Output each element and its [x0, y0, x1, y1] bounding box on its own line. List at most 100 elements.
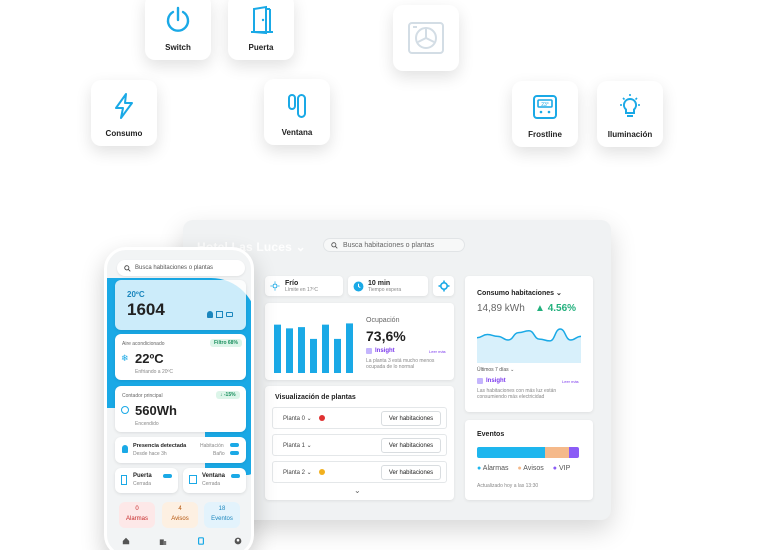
phone-app: Busca habitaciones o plantas 20ºC 1604 A… [104, 247, 254, 550]
legend-avisos: ● Avisos [517, 465, 543, 472]
counter-eventos[interactable]: 18 Eventos [204, 502, 240, 528]
ac-icon [226, 312, 233, 317]
person-icon [122, 445, 128, 453]
consumption-note: Las habitaciones con más luz están consu… [477, 388, 557, 400]
plants-card: Visualización de plantas Planta 0 ⌄ Ver h… [265, 386, 454, 500]
view-rooms-button[interactable]: Ver habitaciones [381, 465, 441, 480]
status-wait[interactable]: 10 min Tiempo espera [348, 276, 428, 296]
presence-card[interactable]: Presencia detectada Desde hace 3h Habita… [115, 437, 246, 463]
tile-switch[interactable]: Switch [145, 0, 211, 60]
read-more-link[interactable]: Leer más [429, 349, 446, 354]
plant-name[interactable]: Planta 0 ⌄ [283, 416, 312, 422]
insight-tag[interactable]: Insight [477, 378, 506, 384]
counter-label: Alarmas [125, 516, 148, 522]
ac-sub: Enfriando a 20ºC [135, 369, 173, 375]
counter-label: Avisos [171, 516, 189, 522]
legend-label: Alarmas [482, 465, 509, 472]
thermostat-icon: 23° [528, 90, 562, 124]
range-label: Últimos 7 días [477, 367, 509, 373]
status-title: Frío [285, 279, 299, 287]
alarm-icon [319, 415, 325, 421]
occupancy-bar [310, 338, 317, 373]
room-temp: 20ºC [127, 290, 145, 299]
arrow-up-icon: ▲ [535, 303, 545, 314]
occupancy-label: Ocupación [366, 317, 400, 324]
occupancy-bar [298, 327, 305, 373]
tile-consumo[interactable]: Consumo [91, 80, 157, 146]
door-sub: Cerrada [133, 481, 152, 487]
insight-tag[interactable]: Insight [366, 348, 395, 354]
power-icon [161, 3, 195, 37]
building-icon[interactable] [159, 537, 167, 545]
phone-search-input[interactable]: Busca habitaciones o plantas [117, 260, 245, 276]
tile-label: Switch [165, 42, 191, 52]
counter-avisos[interactable]: 4 Avisos [162, 502, 198, 528]
home-icon[interactable] [122, 537, 130, 545]
door-card[interactable]: Puerta Cerrada [115, 468, 178, 493]
insight-icon [366, 348, 372, 354]
presence-indicator [230, 443, 239, 447]
delta-value: 4.56% [547, 303, 577, 314]
status-title: 10 min [368, 279, 391, 287]
tile-iluminacion[interactable]: Iluminación [597, 81, 663, 147]
presence-sub: Desde hace 3h [133, 451, 167, 457]
window-toggle[interactable] [231, 474, 240, 478]
status-cold[interactable]: Frío Límite en 17ºC [265, 276, 343, 296]
chevron-down-icon: ⌄ [510, 367, 515, 373]
counter-value: 18 [218, 506, 226, 512]
counter-value: 0 [135, 506, 139, 512]
expand-chevron-icon[interactable]: ⌄ [354, 486, 361, 495]
events-card: Eventos ● Alarmas ● Avisos ● VIP Actuali… [465, 420, 593, 500]
tile-puerta[interactable]: Puerta [228, 0, 294, 60]
filter-badge: Filtro 68% [210, 339, 242, 347]
events-bar [477, 447, 579, 458]
search-placeholder: Busca habitaciones o plantas [135, 265, 214, 271]
tile-frostline[interactable]: 23° Frostline [512, 81, 578, 147]
settings-button[interactable] [433, 276, 454, 296]
events-segment [477, 447, 546, 458]
tile-label: Puerta [248, 42, 274, 52]
tile-label: Ventana [281, 127, 313, 137]
consumption-area [477, 328, 581, 363]
range-select[interactable]: Últimos 7 días ⌄ [477, 367, 514, 373]
meter-card[interactable]: Contador principal ↓ -15% 560Wh Encendid… [115, 386, 246, 432]
search-icon [124, 264, 131, 272]
window-sub: Cerrada [202, 481, 221, 487]
consumption-line [477, 328, 581, 342]
window-title: Ventana [202, 473, 226, 479]
presence-title: Presencia detectada [133, 443, 187, 449]
occupancy-value: 73,6% [366, 328, 406, 344]
insight-label: Insight [486, 378, 506, 384]
sun-icon [265, 281, 285, 291]
events-title: Eventos [477, 431, 505, 438]
tile-ventana[interactable]: Ventana [264, 79, 330, 145]
legend-label: Avisos [523, 465, 544, 472]
plant-name[interactable]: Planta 2 ⌄ [283, 470, 312, 476]
search-placeholder: Busca habitaciones o plantas [343, 241, 435, 249]
events-legend: ● Alarmas ● Avisos ● VIP [477, 465, 570, 472]
search-input[interactable]: Busca habitaciones o plantas [323, 238, 465, 252]
bolt-icon [107, 89, 141, 123]
counter-label: Eventos [211, 516, 233, 522]
consumption-title[interactable]: Consumo habitaciones ⌄ [477, 289, 562, 297]
status-sub: Tiempo espera [368, 286, 402, 293]
room-card[interactable]: 20ºC 1604 [115, 280, 246, 330]
window-card[interactable]: Ventana Cerrada [183, 468, 246, 493]
legend-alarmas: ● Alarmas [477, 465, 508, 472]
gear-icon [438, 280, 449, 292]
ac-card[interactable]: Aire acondicionado Filtro 68% ❄ 22ºC Enf… [115, 334, 246, 380]
chevron-down-icon: ⌄ [555, 290, 562, 297]
counter-alarmas[interactable]: 0 Alarmas [119, 502, 155, 528]
hvac-fan-icon [405, 17, 447, 59]
read-more-link[interactable]: Leer más [562, 379, 579, 384]
tile-fan-unit[interactable] [393, 5, 459, 71]
profile-icon[interactable] [234, 537, 242, 545]
devices-icon[interactable] [197, 537, 205, 545]
plant-name[interactable]: Planta 1 ⌄ [283, 443, 312, 449]
meter-icon [121, 406, 129, 414]
meter-title: Contador principal [122, 393, 163, 399]
view-rooms-button[interactable]: Ver habitaciones [381, 438, 441, 453]
view-rooms-button[interactable]: Ver habitaciones [381, 411, 441, 426]
door-toggle[interactable] [163, 474, 172, 478]
occupancy-note: La planta 3 está mucho menos ocupada de … [366, 358, 435, 370]
